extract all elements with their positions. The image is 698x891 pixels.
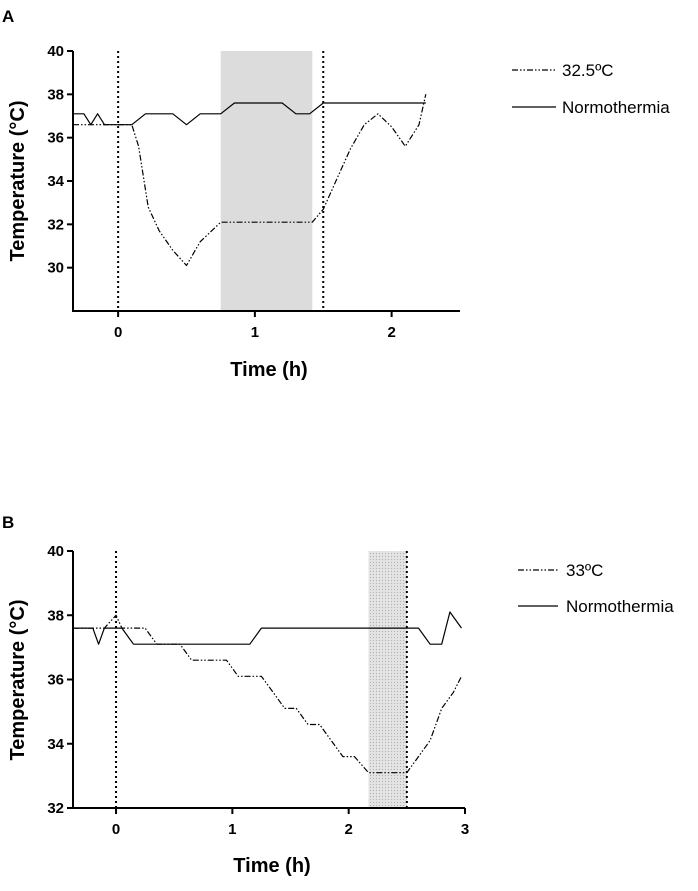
legend-a-series-1: 32.5ºC <box>562 61 614 80</box>
panel-b-ytick-label-38: 38 <box>47 607 64 624</box>
panel-b-ylabel: Temperature (°C) <box>7 600 29 761</box>
panel-b-legend: 33ºC Normothermia <box>518 561 674 616</box>
panel-a-xlabel: Time (h) <box>230 359 307 381</box>
panel-a-ytick-label-40: 40 <box>47 43 64 60</box>
panel-b-series-1 <box>73 614 463 774</box>
panel-a-shade <box>220 51 313 311</box>
panel-b-xtick-label-0: 0 <box>112 821 120 838</box>
panel-b-xtick-label-3: 3 <box>461 821 469 838</box>
panel-a-xtick-label-0: 0 <box>114 324 122 341</box>
panel-a-axes <box>72 51 460 312</box>
panel-a-ytick-label-36: 36 <box>47 130 64 147</box>
panel-b-axes <box>72 551 465 809</box>
panel-b-label: B <box>2 513 14 532</box>
panel-b-xtick-label-1: 1 <box>228 821 236 838</box>
legend-a-series-2: Normothermia <box>562 98 670 117</box>
panel-a-ytick-label-38: 38 <box>47 86 64 103</box>
panel-a-ytick-label-34: 34 <box>47 173 64 190</box>
panel-b-xtick-label-2: 2 <box>345 821 353 838</box>
panel-a-series-1 <box>73 94 427 267</box>
panel-a-label: A <box>2 7 14 26</box>
legend-b-series-1: 33ºC <box>566 561 603 580</box>
panel-a-ytick-label-30: 30 <box>47 260 64 277</box>
panel-a-series-2 <box>73 102 426 126</box>
panel-b-ytick-label-36: 36 <box>47 672 64 689</box>
panel-a-ytick-label-32: 32 <box>47 216 64 233</box>
panel-a-plot: 30 32 34 36 38 40 0 1 2 <box>47 43 427 341</box>
panel-b-ytick-label-32: 32 <box>47 800 64 817</box>
panel-a-legend: 32.5ºC Normothermia <box>512 61 670 117</box>
panel-b-shade <box>368 551 407 808</box>
panel-a-ylabel: Temperature (°C) <box>7 101 29 262</box>
panel-b-ytick-label-34: 34 <box>47 736 64 753</box>
panel-b: B 32 34 36 38 40 0 1 2 3 Time (h) Temperature (°… <box>2 513 674 877</box>
panel-a-xtick-label-2: 2 <box>387 324 395 341</box>
panel-a-xtick-label-1: 1 <box>251 324 259 341</box>
panel-a: A 30 32 34 36 38 40 0 1 2 Time (h) Temperature (… <box>2 7 670 381</box>
panel-b-ytick-label-40: 40 <box>47 543 64 560</box>
panel-b-plot: 32 34 36 38 40 0 1 2 3 <box>47 543 469 838</box>
panel-b-xlabel: Time (h) <box>233 855 310 877</box>
legend-b-series-2: Normothermia <box>566 597 674 616</box>
panel-b-series-2 <box>73 611 462 645</box>
